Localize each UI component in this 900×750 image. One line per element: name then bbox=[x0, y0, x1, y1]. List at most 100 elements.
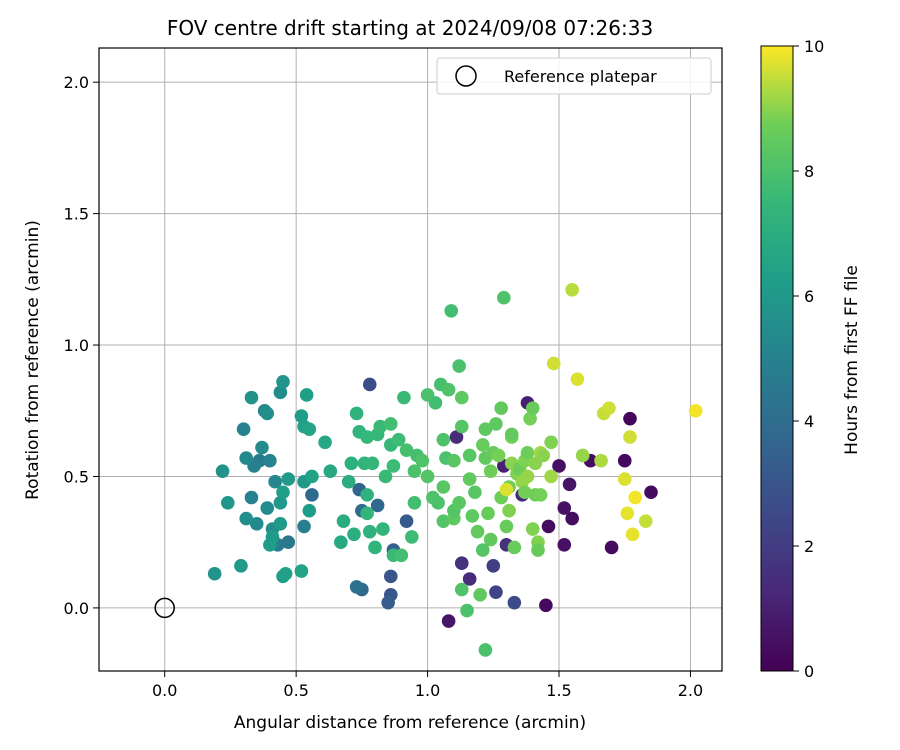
data-point bbox=[362, 524, 377, 539]
data-point bbox=[378, 469, 393, 484]
data-point bbox=[370, 498, 385, 513]
legend: Reference platepar bbox=[436, 57, 712, 95]
data-point bbox=[260, 501, 275, 515]
data-point bbox=[383, 569, 398, 584]
data-point bbox=[454, 419, 469, 434]
y-axis-ticks: 0.0 0.5 1.0 1.5 2.0 bbox=[64, 73, 99, 618]
data-point bbox=[638, 514, 653, 528]
x-tick-label: 0.0 bbox=[152, 681, 177, 700]
data-point bbox=[454, 582, 469, 597]
data-point bbox=[263, 453, 277, 468]
data-point bbox=[344, 456, 359, 471]
data-point bbox=[481, 506, 495, 521]
data-point bbox=[407, 495, 422, 510]
data-point bbox=[502, 503, 516, 518]
data-point bbox=[462, 472, 477, 486]
data-point bbox=[276, 485, 290, 500]
data-point bbox=[617, 453, 632, 468]
data-point bbox=[236, 422, 251, 436]
data-point bbox=[483, 532, 498, 547]
data-point bbox=[602, 401, 616, 415]
data-point bbox=[552, 459, 566, 473]
data-point bbox=[491, 448, 506, 463]
data-point bbox=[294, 409, 309, 423]
data-point bbox=[525, 401, 540, 415]
data-points bbox=[207, 283, 703, 657]
data-point bbox=[620, 506, 635, 521]
data-point bbox=[394, 548, 409, 563]
data-point bbox=[299, 388, 314, 402]
y-tick-label: 1.5 bbox=[64, 205, 89, 224]
data-point bbox=[207, 566, 222, 581]
data-point bbox=[575, 448, 590, 463]
data-point bbox=[460, 603, 474, 618]
data-point bbox=[391, 432, 406, 447]
data-point bbox=[565, 283, 579, 297]
data-point bbox=[323, 464, 338, 479]
data-point bbox=[281, 472, 296, 486]
data-point bbox=[347, 527, 361, 542]
data-point bbox=[688, 403, 703, 418]
data-point bbox=[244, 490, 259, 505]
x-axis-ticks: 0.0 0.5 1.0 1.5 2.0 bbox=[152, 671, 703, 700]
legend-entry: Reference platepar bbox=[504, 67, 657, 86]
data-point bbox=[294, 564, 309, 578]
data-point bbox=[462, 572, 477, 586]
data-point bbox=[565, 511, 579, 526]
data-point bbox=[546, 356, 561, 371]
data-point bbox=[302, 422, 317, 436]
data-point bbox=[268, 474, 282, 489]
data-point bbox=[494, 401, 508, 415]
data-point bbox=[557, 538, 572, 552]
data-point bbox=[475, 543, 490, 557]
colorbar-gradient bbox=[760, 45, 794, 672]
data-point bbox=[604, 540, 619, 555]
data-point bbox=[499, 519, 514, 534]
colorbar-tick-label: 8 bbox=[804, 162, 814, 181]
x-tick-label: 2.0 bbox=[678, 681, 703, 700]
x-tick-label: 1.5 bbox=[546, 681, 571, 700]
data-point bbox=[273, 516, 288, 531]
data-point bbox=[415, 453, 430, 468]
data-point bbox=[368, 540, 382, 555]
data-point bbox=[239, 451, 254, 465]
data-point bbox=[533, 488, 548, 502]
data-point bbox=[531, 543, 545, 557]
data-point bbox=[360, 430, 374, 444]
data-point bbox=[381, 595, 395, 610]
data-point bbox=[483, 464, 498, 479]
y-tick-label: 2.0 bbox=[64, 73, 89, 92]
legend-marker-icon bbox=[455, 65, 477, 87]
data-point bbox=[452, 359, 466, 373]
data-point bbox=[397, 390, 411, 405]
data-point bbox=[405, 530, 419, 544]
data-point bbox=[239, 511, 254, 526]
data-point bbox=[281, 535, 296, 549]
data-point bbox=[234, 559, 248, 573]
data-point bbox=[436, 514, 451, 528]
colorbar-tick-label: 4 bbox=[804, 412, 814, 431]
data-point bbox=[473, 587, 487, 602]
data-point bbox=[562, 477, 577, 492]
grid bbox=[99, 48, 722, 671]
data-point bbox=[465, 509, 480, 523]
data-point bbox=[594, 453, 608, 468]
data-point bbox=[544, 469, 558, 484]
data-point bbox=[475, 438, 490, 452]
data-point bbox=[244, 390, 259, 405]
data-point bbox=[489, 585, 503, 599]
colorbar-tick-label: 0 bbox=[804, 662, 814, 681]
data-point bbox=[570, 372, 585, 387]
x-axis-label: Angular distance from reference (arcmin) bbox=[234, 713, 586, 733]
data-point bbox=[449, 430, 464, 444]
data-point bbox=[497, 290, 511, 305]
data-point bbox=[255, 440, 269, 455]
data-point bbox=[436, 432, 451, 447]
data-point bbox=[362, 377, 377, 392]
data-point bbox=[334, 535, 348, 549]
data-point bbox=[478, 422, 493, 436]
data-point bbox=[273, 495, 288, 510]
data-point bbox=[302, 503, 317, 518]
data-point bbox=[628, 490, 643, 505]
data-point bbox=[376, 522, 390, 536]
